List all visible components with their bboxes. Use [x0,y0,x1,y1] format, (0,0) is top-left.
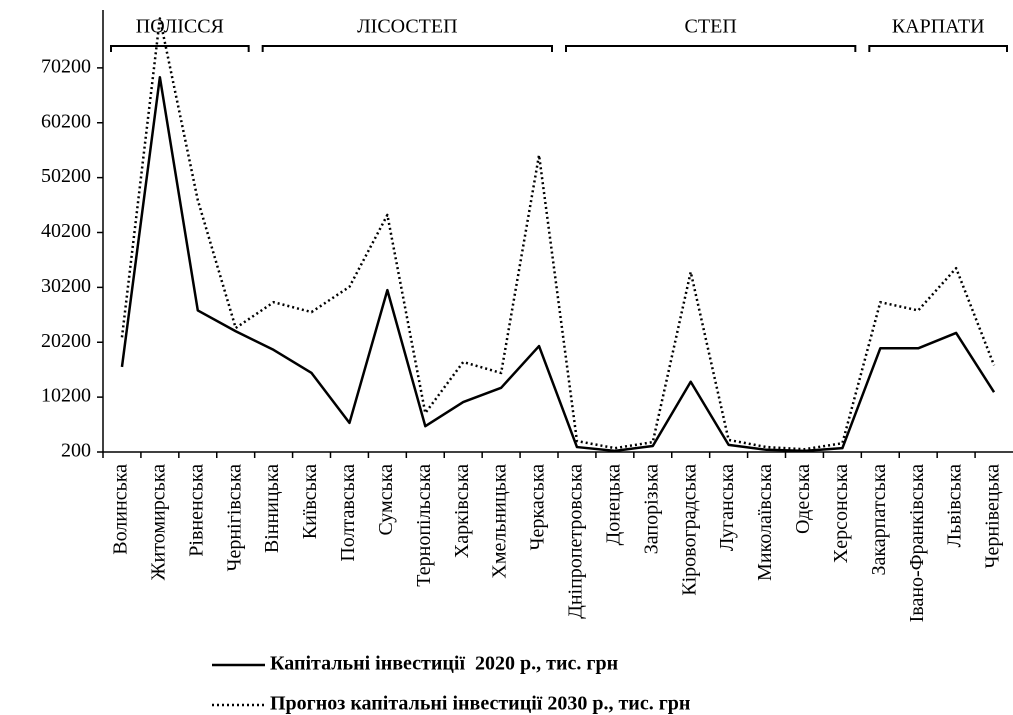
region-label: КАРПАТИ [892,16,985,38]
x-tick-label: Запорізька [640,464,662,554]
y-tick-label: 50200 [41,165,91,187]
x-tick-label: Донецька [602,464,624,545]
x-tick-label: Тернопільська [413,464,435,587]
region-bracket [110,45,250,52]
x-tick-label: Миколаївська [754,464,776,581]
region-bracket [261,45,553,52]
x-tick-label: Харківська [451,464,473,558]
x-tick-label: Рівненська [185,464,207,557]
x-tick-label: Волинська [110,464,132,555]
x-tick-label: Луганська [716,464,738,551]
x-tick-label: Львівська [944,464,966,547]
y-tick-label: 20200 [41,330,91,352]
x-tick-label: Одеська [792,464,814,534]
y-tick-label: 10200 [41,385,91,407]
x-tick-label: Полтавська [337,464,359,562]
series-line [120,75,996,453]
x-tick-label: Чернігівська [223,464,245,572]
region-label: СТЕП [685,16,737,38]
x-tick-label: Кіровоградська [678,464,700,596]
x-tick-label: Хмельницька [489,464,511,579]
y-tick-label: 30200 [41,275,91,297]
x-tick-label: Житомирська [147,464,169,580]
x-tick-label: Дніпропетровська [565,464,587,619]
y-tick-label: 40200 [41,220,91,242]
x-tick-label: Сумська [375,464,397,536]
x-tick-label: Київська [299,464,321,539]
x-tick-label: Чернівецька [982,464,1004,569]
x-tick-label: Івано-Франківська [906,464,928,622]
region-bracket [565,45,857,52]
x-tick-label: Закарпатська [868,464,890,576]
y-tick-label: 200 [61,440,91,462]
region-label: ЛІСОСТЕП [357,16,457,38]
y-tick-label: 60200 [41,110,91,132]
x-tick-label: Черкаська [527,464,549,551]
series-line [120,17,996,451]
legend-label: Прогноз капітальні інвестиції 2030 р., т… [270,693,690,715]
x-tick-label: Херсонська [830,464,852,563]
region-label: ПОЛІССЯ [136,16,224,38]
legend-label: Капітальні інвестиції 2020 р., тис. грн [270,653,618,675]
y-tick-label: 70200 [41,55,91,77]
x-tick-label: Вінницька [261,464,283,553]
region-bracket [868,45,1008,52]
